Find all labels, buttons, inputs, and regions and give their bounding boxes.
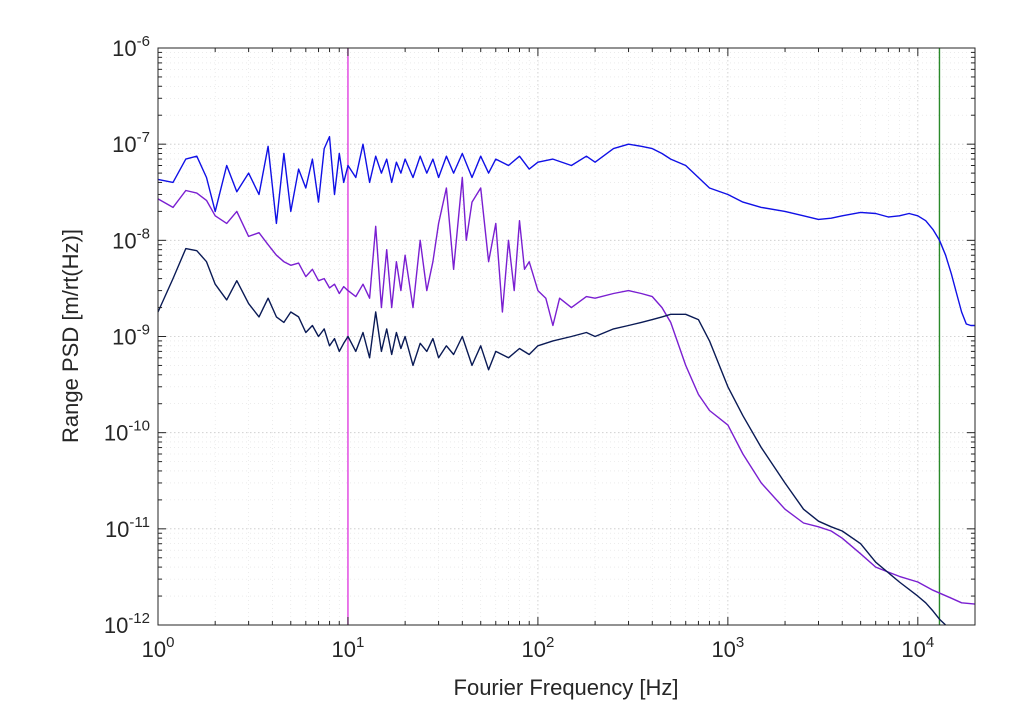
y-tick-label: 10-10 xyxy=(104,418,150,446)
x-tick-label: 102 xyxy=(521,634,554,662)
series-line-2 xyxy=(157,176,976,605)
y-tick-label: 10-11 xyxy=(105,514,150,542)
y-tick-label: 10-8 xyxy=(112,225,150,253)
y-tick-labels: 10-12 10-11 10-10 10-9 10-8 10-7 10-6 xyxy=(104,33,150,638)
y-axis-label: Range PSD [m/rt(Hz)] xyxy=(58,229,83,443)
y-tick-label: 10-6 xyxy=(112,33,150,61)
series-line-1 xyxy=(157,135,975,327)
y-tick-label: 10-7 xyxy=(112,129,150,157)
x-tick-label: 103 xyxy=(711,634,744,662)
series-lines xyxy=(157,135,976,626)
y-tick-label: 10-12 xyxy=(104,610,150,638)
y-tick-label: 10-9 xyxy=(112,322,150,350)
axis-ticks xyxy=(157,47,976,626)
x-tick-label: 101 xyxy=(332,634,365,662)
x-tick-label: 100 xyxy=(142,634,175,662)
x-axis-label: Fourier Frequency [Hz] xyxy=(454,675,679,700)
x-tick-label: 104 xyxy=(901,634,934,662)
series-line-3 xyxy=(157,247,947,626)
x-tick-labels: 100 101 102 103 104 xyxy=(142,634,935,662)
